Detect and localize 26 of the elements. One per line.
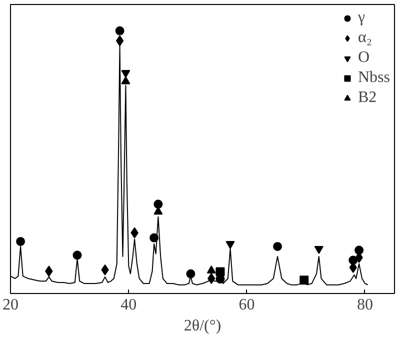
x-tick-label: 80 xyxy=(356,296,373,314)
x-tick-label: 40 xyxy=(120,296,137,314)
point xyxy=(314,246,324,254)
point xyxy=(186,269,196,278)
point xyxy=(273,242,282,251)
x-tick-label: 60 xyxy=(238,296,255,314)
point xyxy=(116,35,124,46)
point xyxy=(216,267,225,276)
point xyxy=(121,76,130,84)
point xyxy=(300,276,309,285)
point xyxy=(16,236,26,246)
point xyxy=(121,70,130,78)
legend-label: O xyxy=(358,49,371,67)
point xyxy=(226,241,235,249)
x-tick-label: 20 xyxy=(2,296,18,314)
legend-label: γ xyxy=(358,9,366,27)
legend-label: Nbss xyxy=(358,69,390,87)
point xyxy=(206,266,216,274)
legend-label: B2 xyxy=(358,89,378,107)
legend-label: α₂ xyxy=(358,29,373,47)
point xyxy=(354,246,364,255)
point xyxy=(72,250,82,260)
point xyxy=(150,233,159,242)
point xyxy=(115,26,124,36)
point xyxy=(154,200,163,209)
x-axis-title: 2θ/(°) xyxy=(184,318,222,334)
